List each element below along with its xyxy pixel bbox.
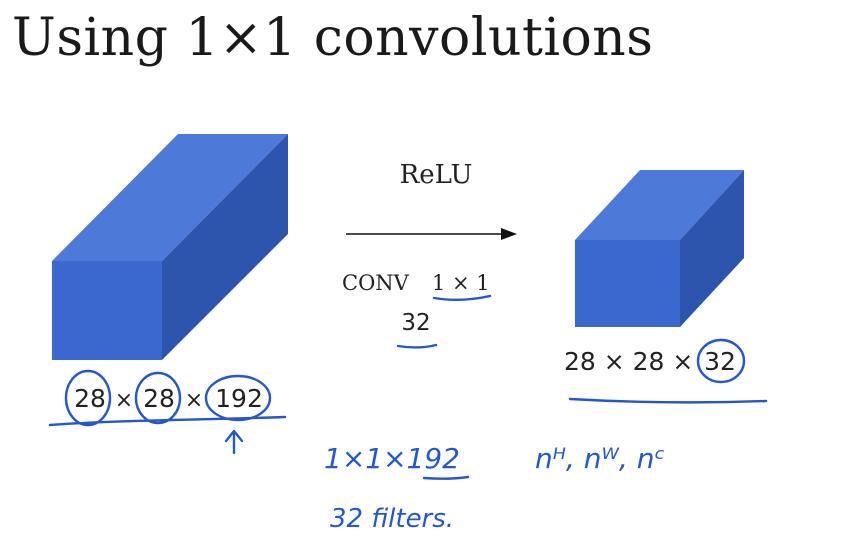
output-volume-top-face xyxy=(575,170,744,240)
input-volume-side-face xyxy=(162,134,288,360)
output-dims-underline xyxy=(568,397,768,404)
input-volume xyxy=(52,134,288,360)
input-dim-c: 192 xyxy=(215,384,263,413)
slide-title: Using 1×1 convolutions xyxy=(12,8,654,68)
input-dim-h: 28 xyxy=(74,384,106,413)
input-volume-front-face xyxy=(52,261,162,360)
handwritten-notes: 1×1×192 32 filters. nᴴ, nᵂ, nᶜ xyxy=(324,442,665,534)
circle-around-w xyxy=(134,371,182,425)
input-dims-label: 28 × 28 × 192 xyxy=(74,384,263,413)
num-filters-underline xyxy=(396,343,438,349)
filter-shape-note: 1×1×192 xyxy=(324,442,460,475)
notation-note: nᴴ, nᵂ, nᶜ xyxy=(535,442,665,475)
filter-shape-underline xyxy=(422,475,470,480)
output-volume-side-face xyxy=(680,170,744,327)
output-volume-front-face xyxy=(575,240,680,327)
num-filters: 32 xyxy=(401,310,430,336)
output-volume xyxy=(575,170,744,327)
input-dim-w: 28 xyxy=(143,384,175,413)
circle-around-output-c xyxy=(696,338,746,384)
up-arrow-icon xyxy=(224,429,244,455)
output-dims-label: 28 × 28 × 32 xyxy=(564,338,768,404)
output-dims-prefix: 28 × 28 × xyxy=(564,347,693,376)
filter-count-note: 32 filters. xyxy=(330,504,454,534)
input-dim-sep-2: × xyxy=(185,388,203,413)
kernel-size: 1 × 1 xyxy=(432,271,490,295)
circle-around-h xyxy=(64,369,112,427)
input-dims-ink xyxy=(48,369,287,455)
relu-label: ReLU xyxy=(400,160,473,190)
input-dim-sep-1: × xyxy=(115,388,133,413)
kernel-underline xyxy=(432,294,492,301)
output-dim-c: 32 xyxy=(704,347,736,376)
conv-label: CONV xyxy=(342,271,410,295)
circle-around-c xyxy=(204,374,272,422)
arrow-head-icon xyxy=(501,228,517,240)
input-volume-top-face xyxy=(52,134,288,261)
operation: ReLU CONV 1 × 1 32 xyxy=(342,160,517,349)
input-dims-underline xyxy=(48,415,287,427)
